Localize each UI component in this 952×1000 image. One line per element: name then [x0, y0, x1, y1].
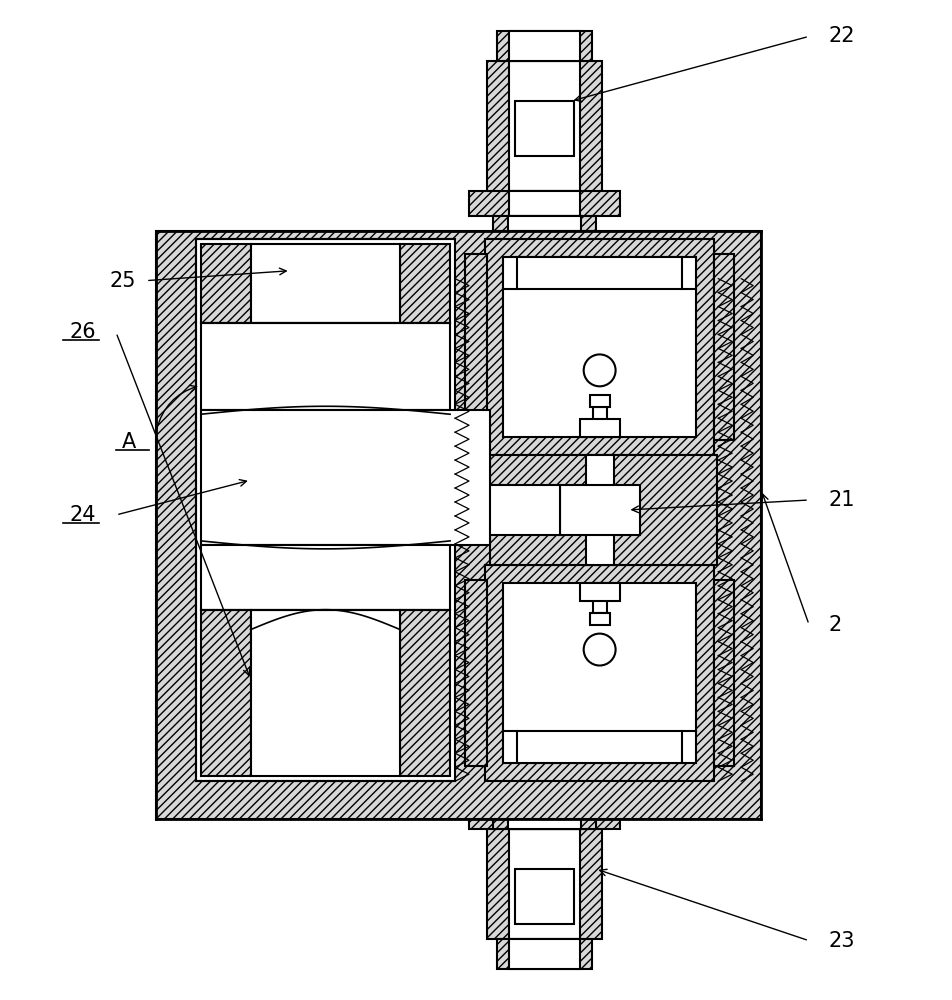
Bar: [489, 455, 717, 565]
Bar: [585, 455, 613, 565]
Bar: [400, 244, 449, 323]
Bar: [492, 216, 595, 231]
Bar: [579, 419, 619, 437]
Bar: [485, 565, 714, 781]
Text: 2: 2: [828, 615, 842, 635]
Bar: [201, 545, 449, 610]
Bar: [195, 239, 455, 781]
Bar: [508, 191, 579, 216]
Bar: [516, 731, 682, 763]
Bar: [486, 61, 601, 196]
Bar: [508, 804, 579, 829]
Bar: [201, 244, 250, 323]
Bar: [503, 583, 696, 763]
Text: 25: 25: [109, 271, 136, 291]
Bar: [400, 610, 449, 776]
Bar: [468, 804, 619, 829]
Bar: [250, 244, 400, 323]
Bar: [508, 31, 579, 61]
Bar: [714, 254, 733, 440]
Bar: [486, 824, 601, 939]
Bar: [455, 485, 559, 535]
Text: A: A: [122, 432, 136, 452]
Bar: [496, 939, 591, 969]
Bar: [508, 61, 579, 191]
Text: 21: 21: [828, 490, 855, 510]
Text: 22: 22: [828, 26, 855, 46]
Bar: [508, 824, 579, 939]
Bar: [507, 216, 580, 231]
Bar: [503, 257, 696, 437]
Bar: [465, 254, 486, 440]
Bar: [714, 580, 733, 766]
Text: 24: 24: [69, 505, 96, 525]
Bar: [156, 231, 761, 819]
Text: 23: 23: [828, 931, 855, 951]
Bar: [201, 410, 489, 545]
Bar: [579, 583, 619, 601]
Bar: [516, 257, 682, 289]
Bar: [592, 407, 606, 437]
Bar: [492, 819, 595, 829]
Bar: [592, 583, 606, 613]
Bar: [507, 819, 580, 829]
Bar: [589, 613, 609, 625]
Bar: [589, 395, 609, 407]
Bar: [514, 101, 573, 156]
Circle shape: [583, 354, 615, 386]
Bar: [201, 323, 449, 410]
Bar: [508, 939, 579, 969]
Bar: [201, 610, 250, 776]
Bar: [496, 31, 591, 61]
Bar: [465, 580, 486, 766]
Bar: [514, 869, 573, 924]
Bar: [485, 239, 714, 455]
Bar: [468, 191, 619, 216]
Bar: [250, 610, 400, 776]
Text: 26: 26: [69, 322, 96, 342]
Circle shape: [583, 634, 615, 666]
Bar: [559, 485, 639, 535]
